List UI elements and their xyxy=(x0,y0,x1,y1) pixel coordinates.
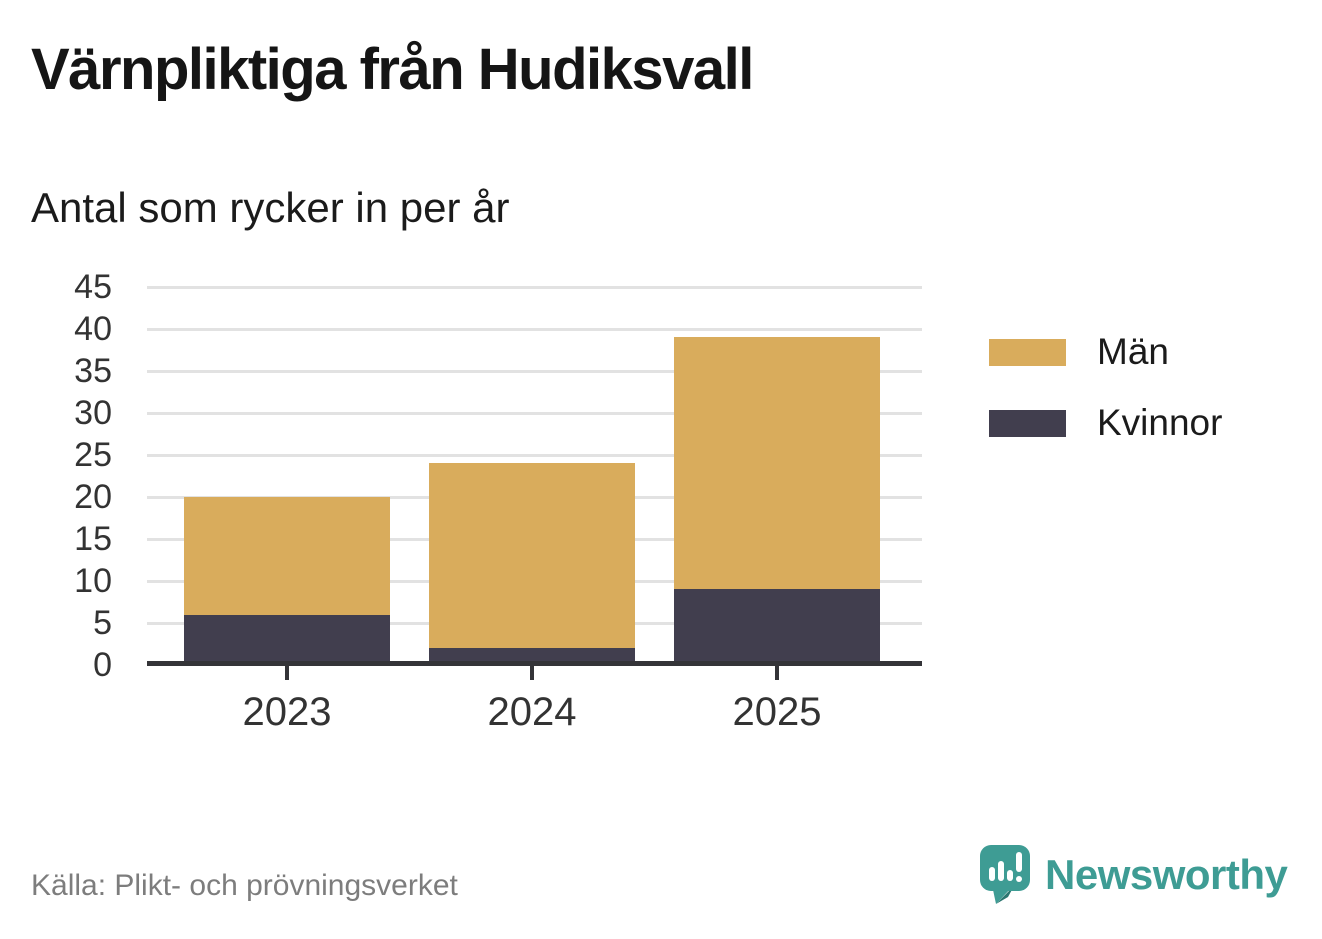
x-axis-tick xyxy=(775,666,779,680)
y-axis-tick-label: 0 xyxy=(93,646,112,684)
legend-label-kvinnor: Kvinnor xyxy=(1097,402,1223,443)
bar-segment-kvinnor-2023 xyxy=(184,614,390,665)
y-axis-tick-label: 35 xyxy=(74,352,112,390)
bar-segment-kvinnor-2024 xyxy=(429,648,635,665)
y-axis-tick-label: 20 xyxy=(74,478,112,516)
bar-segment-kvinnor-2025 xyxy=(674,589,880,665)
newsworthy-logo: Newsworthy xyxy=(980,845,1288,907)
y-gridline xyxy=(147,369,922,373)
legend-label-man: Män xyxy=(1097,331,1169,372)
legend: Män Kvinnor xyxy=(989,331,1222,473)
source-note: Källa: Plikt- och prövningsverket xyxy=(31,869,458,902)
y-axis-tick-label: 5 xyxy=(93,604,112,642)
bar-segment-män-2023 xyxy=(184,497,390,615)
x-axis-tick-label: 2025 xyxy=(732,690,822,734)
y-gridline xyxy=(147,411,922,415)
chart-title: Värnpliktiga från Hudiksvall xyxy=(31,37,754,102)
x-axis-tick-label: 2023 xyxy=(242,690,332,734)
y-gridline xyxy=(147,327,922,331)
chart-subtitle: Antal som rycker in per år xyxy=(31,184,510,231)
y-gridline xyxy=(147,285,922,289)
x-axis-tick xyxy=(285,666,289,680)
bar-segment-män-2025 xyxy=(674,337,880,590)
legend-swatch-man xyxy=(989,338,1066,366)
legend-item-man: Män xyxy=(989,331,1222,373)
y-axis-tick-label: 10 xyxy=(74,562,112,600)
y-axis-tick-label: 25 xyxy=(74,436,112,474)
newsworthy-speech-bubble-bar-chart-icon xyxy=(980,845,1030,904)
newsworthy-wordmark: Newsworthy xyxy=(1045,851,1288,898)
y-axis-tick-label: 15 xyxy=(74,520,112,558)
x-axis-line xyxy=(147,661,922,666)
legend-item-kvinnor: Kvinnor xyxy=(989,402,1222,444)
legend-swatch-kvinnor xyxy=(989,409,1066,437)
y-gridline xyxy=(147,453,922,457)
y-axis-tick-label: 40 xyxy=(74,310,112,348)
bar-segment-män-2024 xyxy=(429,463,635,649)
x-axis-tick xyxy=(530,666,534,680)
x-axis-tick-label: 2024 xyxy=(487,690,577,734)
y-axis-tick-label: 30 xyxy=(74,394,112,432)
y-axis-tick-label: 45 xyxy=(74,268,112,306)
